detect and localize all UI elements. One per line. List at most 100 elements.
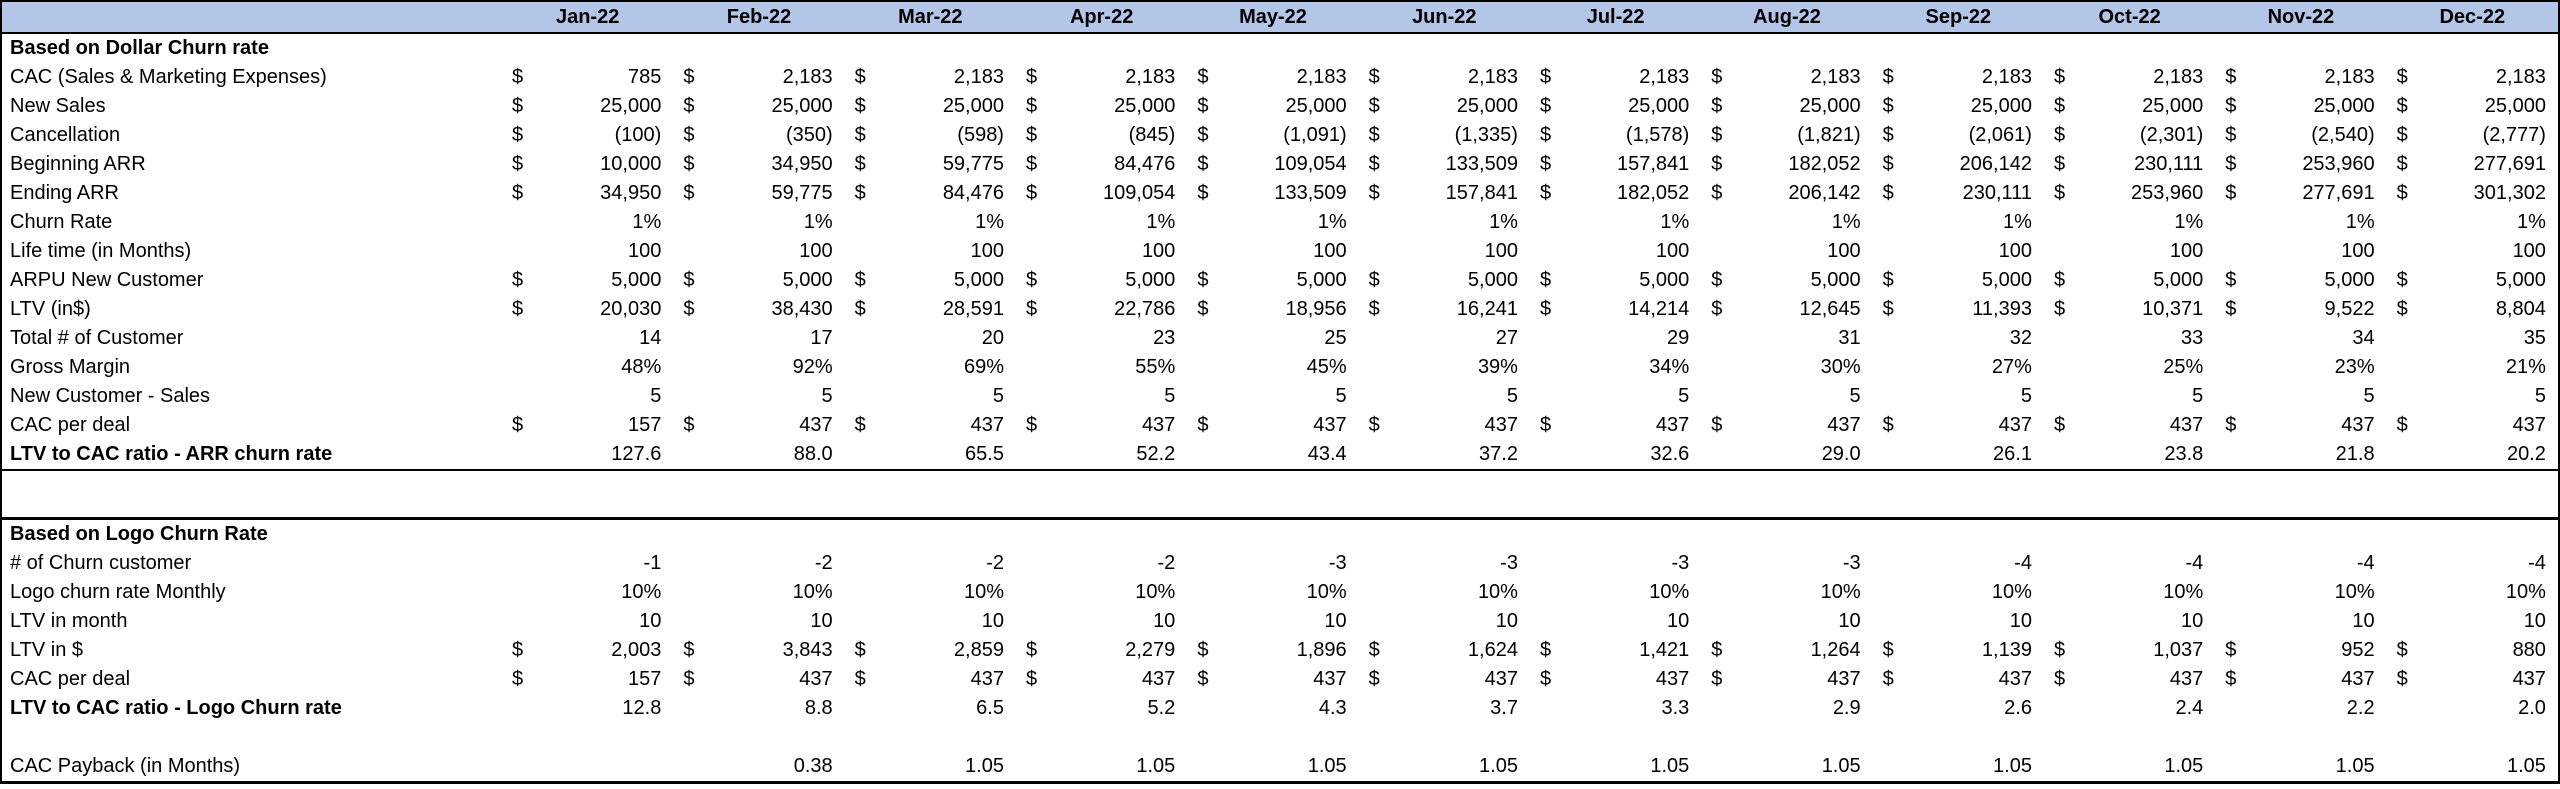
cell[interactable]: 10%	[845, 581, 1016, 604]
row-label[interactable]: LTV to CAC ratio - ARR churn rate	[10, 443, 333, 465]
cell[interactable]: 45%	[1187, 356, 1358, 379]
cell[interactable]: $25,000	[673, 95, 844, 118]
cell[interactable]: $12,645	[1701, 298, 1872, 321]
cell[interactable]: $ (845)	[1016, 124, 1187, 147]
cell[interactable]: $133,509	[1187, 182, 1358, 205]
cell[interactable]: 5	[845, 385, 1016, 408]
row-label[interactable]: Ending ARR	[10, 182, 119, 204]
cell[interactable]: $437	[2387, 414, 2558, 437]
cell[interactable]: 100	[1873, 240, 2044, 263]
cell[interactable]: 25%	[2044, 356, 2215, 379]
cell[interactable]: -3	[1359, 552, 1530, 575]
cell[interactable]: $437	[1187, 668, 1358, 691]
cell[interactable]: 92%	[673, 356, 844, 379]
row-label[interactable]: ARPU New Customer	[10, 269, 204, 291]
cell[interactable]: $2,183	[1701, 66, 1872, 89]
cell[interactable]: 1%	[2387, 211, 2558, 234]
cell[interactable]: 32.6	[1530, 443, 1701, 466]
cell[interactable]: 2.4	[2044, 697, 2215, 720]
cell[interactable]: 10	[1701, 610, 1872, 633]
cell[interactable]: 25	[1187, 327, 1358, 350]
cell[interactable]: 10	[502, 610, 673, 633]
cell[interactable]: 1%	[1530, 211, 1701, 234]
cell[interactable]: $25,000	[2387, 95, 2558, 118]
cell[interactable]: 10	[1016, 610, 1187, 633]
cell[interactable]: $1,037	[2044, 639, 2215, 662]
cell[interactable]: 10%	[1530, 581, 1701, 604]
cell[interactable]: 1%	[1359, 211, 1530, 234]
cell[interactable]: 1%	[1016, 211, 1187, 234]
cell[interactable]: 100	[1187, 240, 1358, 263]
cell[interactable]: $5,000	[2215, 269, 2386, 292]
cell[interactable]: 1.05	[1873, 755, 2044, 778]
cell[interactable]: $10,371	[2044, 298, 2215, 321]
cell[interactable]: $301,302	[2387, 182, 2558, 205]
cell[interactable]: 10%	[502, 581, 673, 604]
cell[interactable]: $437	[1701, 668, 1872, 691]
cell[interactable]: 10	[673, 610, 844, 633]
cell[interactable]: 1%	[1701, 211, 1872, 234]
cell[interactable]: 4.3	[1187, 697, 1358, 720]
cell[interactable]: $1,624	[1359, 639, 1530, 662]
cell[interactable]: $25,000	[1187, 95, 1358, 118]
cell[interactable]: $14,214	[1530, 298, 1701, 321]
cell[interactable]: $ (598)	[845, 124, 1016, 147]
cell[interactable]: 5	[1016, 385, 1187, 408]
row-label[interactable]: Churn Rate	[10, 211, 113, 233]
cell[interactable]: $5,000	[1016, 269, 1187, 292]
cell[interactable]: $84,476	[845, 182, 1016, 205]
cell[interactable]: 21%	[2387, 356, 2558, 379]
section-title[interactable]: Based on Dollar Churn rate	[10, 37, 269, 59]
row-label[interactable]: CAC (Sales & Marketing Expenses)	[10, 66, 327, 88]
cell[interactable]: $437	[1016, 414, 1187, 437]
cell[interactable]: $157,841	[1359, 182, 1530, 205]
cell[interactable]: 10	[845, 610, 1016, 633]
cell[interactable]: $ (1,335)	[1359, 124, 1530, 147]
cell[interactable]: $5,000	[1530, 269, 1701, 292]
cell[interactable]: 100	[1701, 240, 1872, 263]
cell[interactable]: -4	[2387, 552, 2558, 575]
cell[interactable]: $ (350)	[673, 124, 844, 147]
cell[interactable]: $5,000	[1873, 269, 2044, 292]
row-label[interactable]: LTV (in$)	[10, 298, 91, 320]
cell[interactable]: 5	[1359, 385, 1530, 408]
cell[interactable]: $1,264	[1701, 639, 1872, 662]
cell[interactable]: $2,183	[673, 66, 844, 89]
cell[interactable]: $437	[673, 668, 844, 691]
cell[interactable]: 31	[1701, 327, 1872, 350]
cell[interactable]: 34	[2215, 327, 2386, 350]
cell[interactable]: $437	[845, 414, 1016, 437]
cell[interactable]: 29	[1530, 327, 1701, 350]
cell[interactable]: 35	[2387, 327, 2558, 350]
cell[interactable]: $437	[1530, 668, 1701, 691]
cell[interactable]: $437	[2215, 414, 2386, 437]
cell[interactable]: $437	[1359, 668, 1530, 691]
cell[interactable]: 2.2	[2215, 697, 2386, 720]
cell[interactable]: $2,279	[1016, 639, 1187, 662]
cell[interactable]: $230,111	[2044, 153, 2215, 176]
cell[interactable]: -4	[2044, 552, 2215, 575]
row-label[interactable]: Beginning ARR	[10, 153, 146, 175]
cell[interactable]: $206,142	[1701, 182, 1872, 205]
cell[interactable]: 1%	[502, 211, 673, 234]
cell[interactable]: 65.5	[845, 443, 1016, 466]
cell[interactable]: $9,522	[2215, 298, 2386, 321]
cell[interactable]: $ (2,061)	[1873, 124, 2044, 147]
cell[interactable]: $2,183	[1530, 66, 1701, 89]
cell[interactable]: 10%	[673, 581, 844, 604]
cell[interactable]: 20	[845, 327, 1016, 350]
cell[interactable]: $157,841	[1530, 153, 1701, 176]
cell[interactable]: $437	[1530, 414, 1701, 437]
cell[interactable]: $59,775	[845, 153, 1016, 176]
cell[interactable]: 27%	[1873, 356, 2044, 379]
cell[interactable]: 3.3	[1530, 697, 1701, 720]
cell[interactable]: $22,786	[1016, 298, 1187, 321]
cell[interactable]: $1,139	[1873, 639, 2044, 662]
cell[interactable]: 1%	[845, 211, 1016, 234]
cell[interactable]: $11,393	[1873, 298, 2044, 321]
row-label[interactable]: LTV to CAC ratio - Logo Churn rate	[10, 697, 342, 719]
cell[interactable]: 1.05	[1530, 755, 1701, 778]
cell[interactable]: $34,950	[502, 182, 673, 205]
cell[interactable]: 5	[1873, 385, 2044, 408]
cell[interactable]: $182,052	[1530, 182, 1701, 205]
